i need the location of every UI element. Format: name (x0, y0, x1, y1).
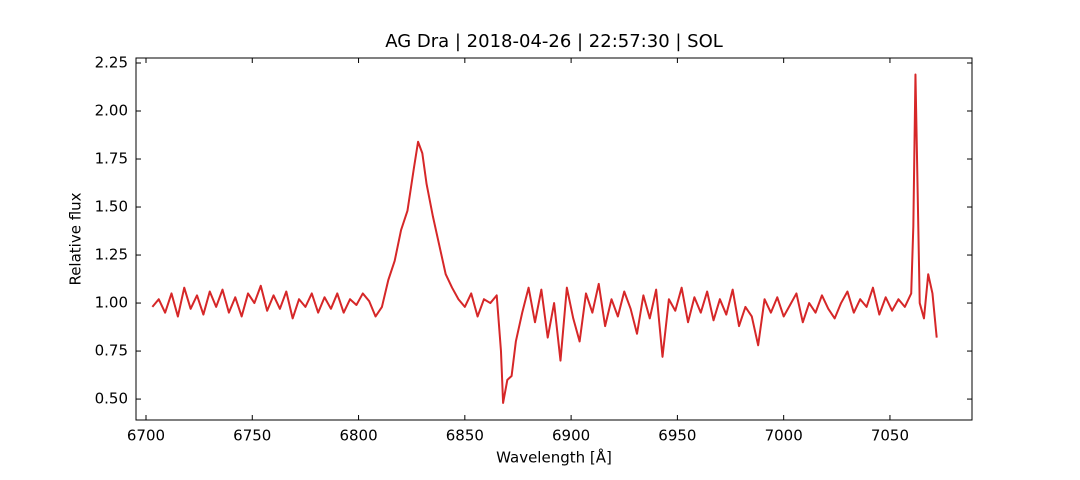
y-tick-label: 2.25 (95, 53, 128, 71)
x-tick-label: 6900 (552, 427, 590, 445)
x-axis-label: Wavelength [Å] (496, 448, 612, 467)
y-tick-label: 0.50 (95, 390, 128, 408)
y-tick-label: 1.25 (95, 246, 128, 264)
x-tick-label: 6950 (658, 427, 696, 445)
y-tick-label: 0.75 (95, 342, 128, 360)
x-tick-label: 6800 (339, 427, 377, 445)
y-tick-label: 1.75 (95, 150, 128, 168)
x-tick-label: 6750 (233, 427, 271, 445)
y-tick-label: 1.50 (95, 198, 128, 216)
x-tick-label: 7050 (871, 427, 909, 445)
y-tick-label: 2.00 (95, 102, 128, 120)
x-tick-label: 7000 (765, 427, 803, 445)
chart-title: AG Dra | 2018-04-26 | 22:57:30 | SOL (385, 31, 723, 52)
y-tick-label: 1.00 (95, 294, 128, 312)
x-tick-label: 6700 (127, 427, 165, 445)
plot-frame (135, 57, 973, 421)
y-axis-label: Relative flux (67, 192, 85, 285)
x-tick-label: 6850 (446, 427, 484, 445)
spectrum-line (151, 73, 938, 404)
